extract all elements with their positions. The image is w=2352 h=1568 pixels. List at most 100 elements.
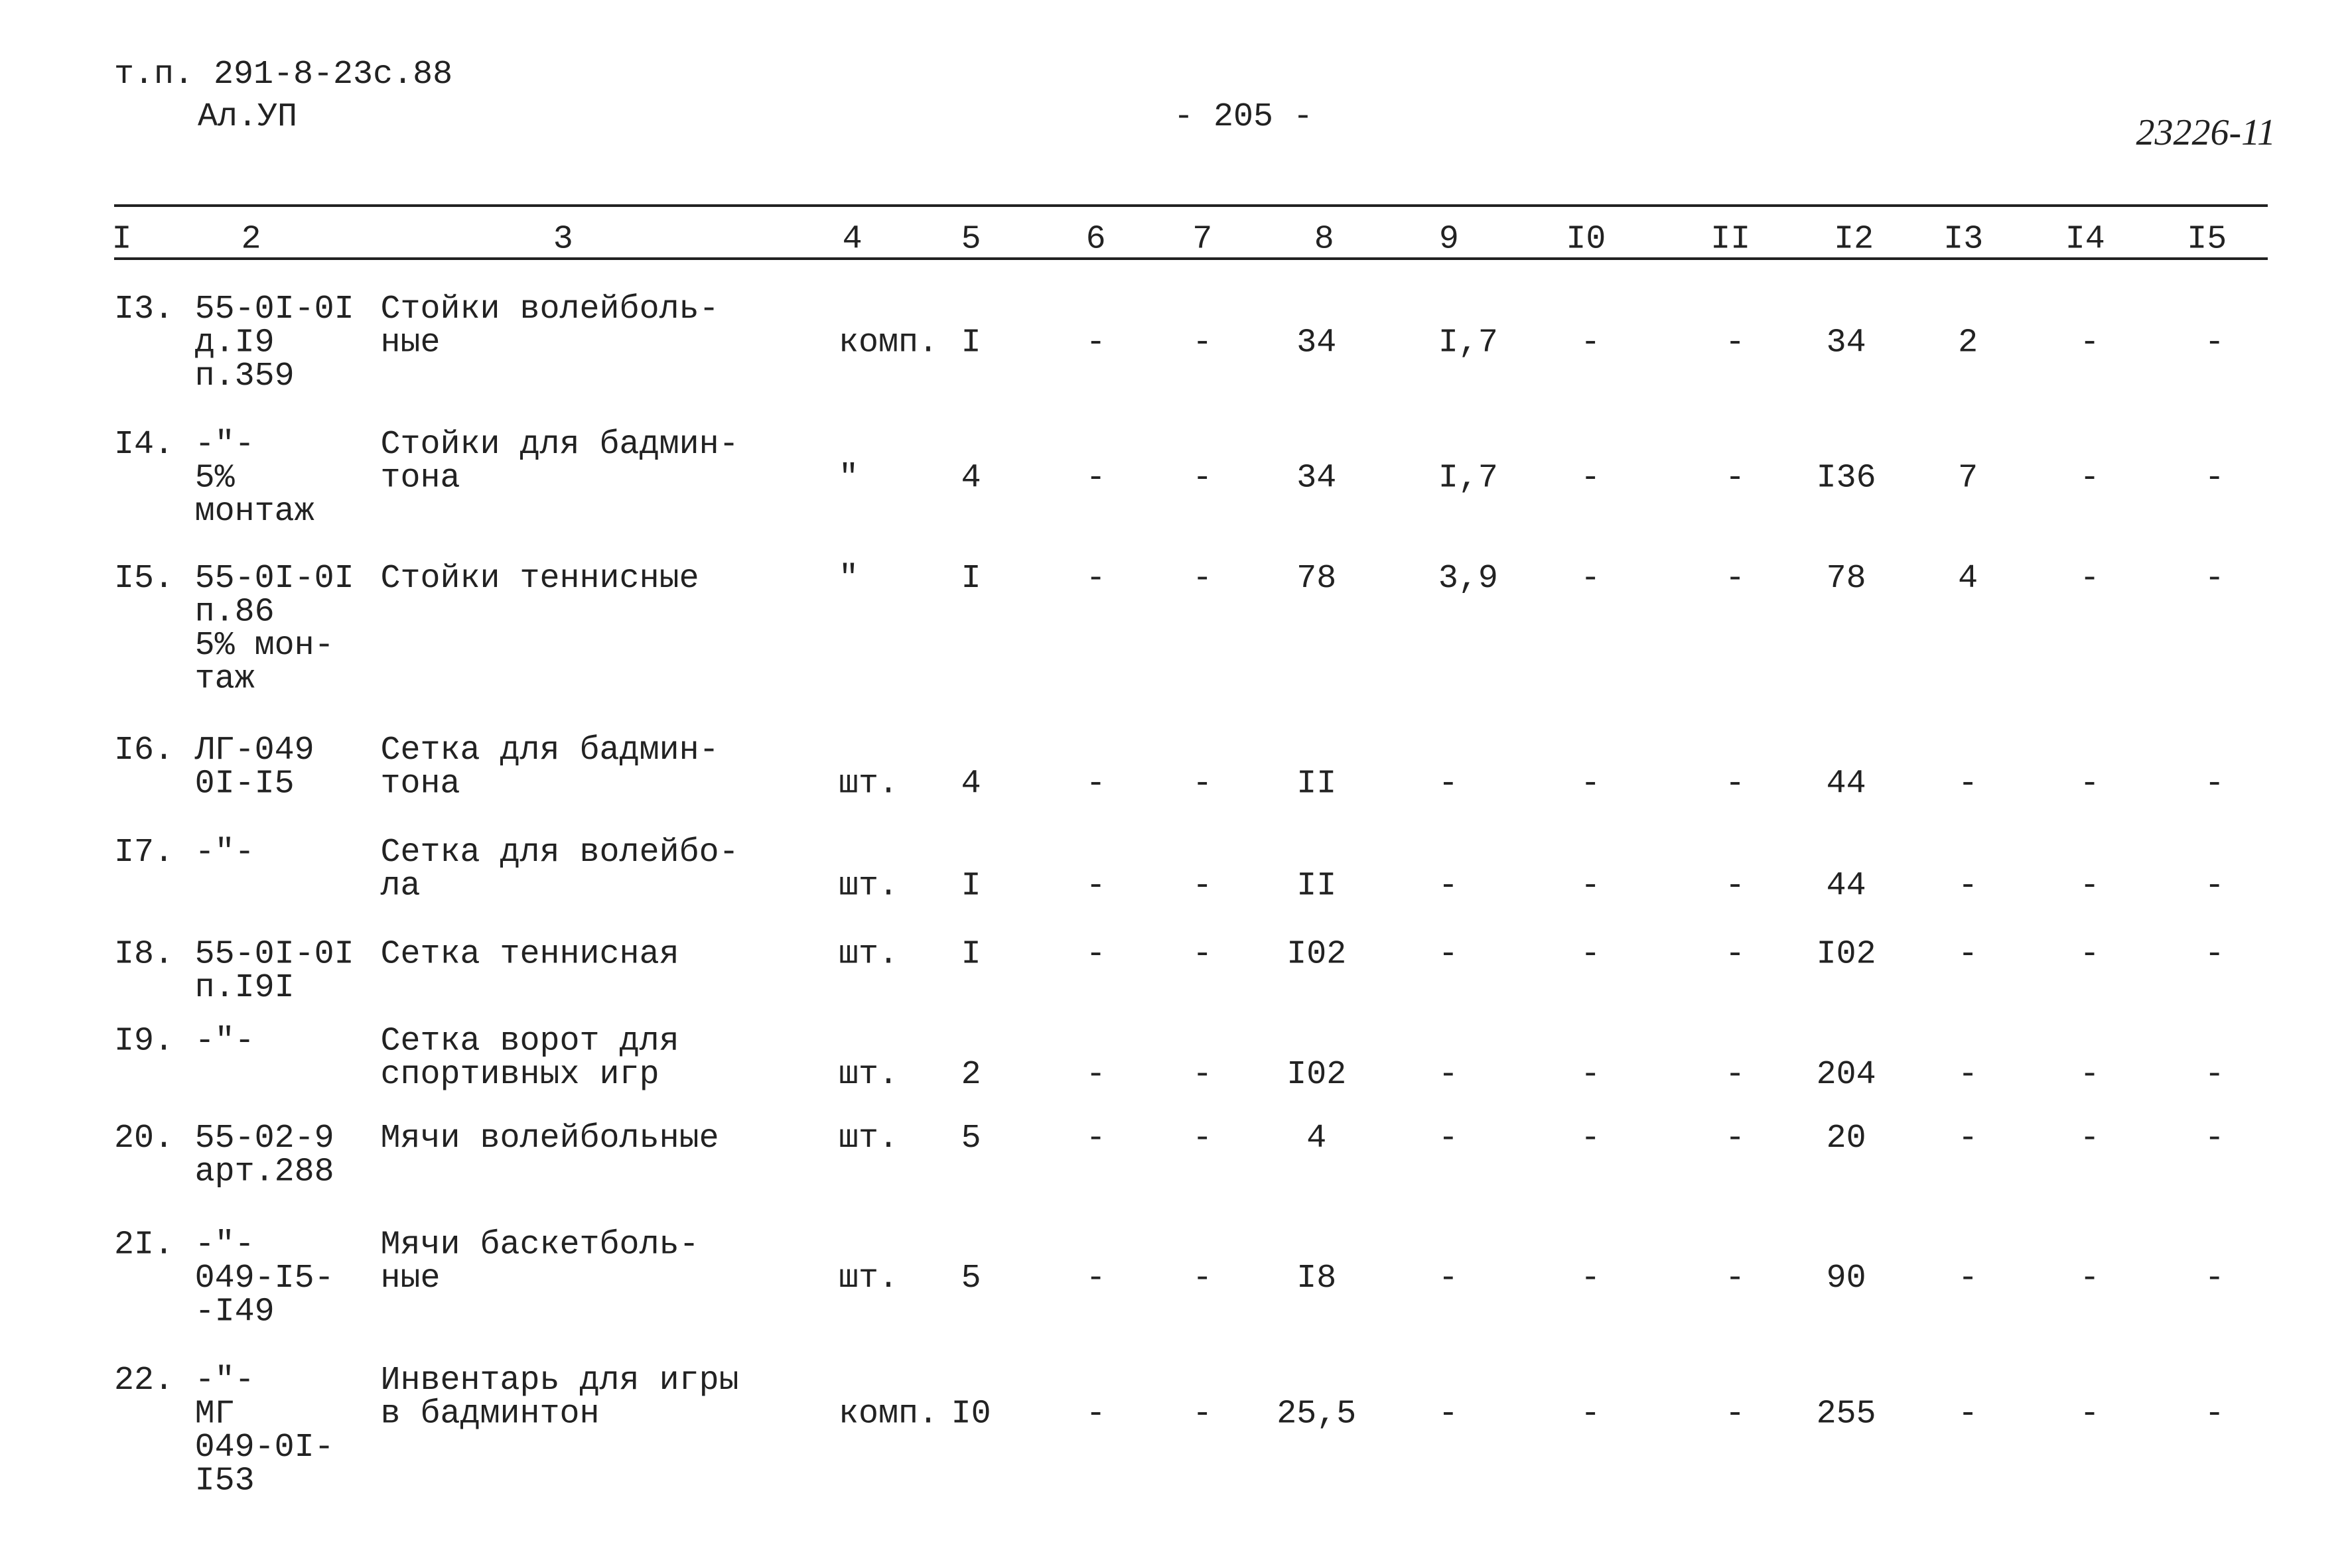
cell: - [2080,765,2100,803]
cell: - [1192,765,1212,803]
cell: I [961,324,981,361]
cell: - [1580,1056,1600,1094]
name-line: Сетка теннисная [381,936,679,974]
cell: - [1580,867,1600,905]
cell: - [1086,460,1106,497]
cell: 5 [961,1260,981,1297]
cell: - [2205,460,2225,497]
cell: 4 [961,765,981,803]
column-header: 7 [1192,220,1212,258]
reference-line: п.86 [195,593,275,631]
cell: - [1725,560,1745,598]
cell: 90 [1827,1260,1866,1297]
column-header: I3 [1943,220,1983,258]
cell: комп. [839,324,938,361]
column-header: 9 [1439,220,1459,258]
cell: - [2205,867,2225,905]
column-header: I2 [1834,220,1874,258]
cell: - [1192,324,1212,361]
cell: I [961,867,981,905]
row-number: 2I. [114,1226,174,1264]
cell: 4 [1306,1120,1326,1157]
cell: I,7 [1438,460,1498,497]
reference-line: 5% [195,460,236,497]
cell: - [1725,460,1745,497]
column-header: 5 [961,220,981,258]
cell: 34 [1827,324,1866,361]
cell: " [839,460,859,497]
cell: 7 [1958,460,1978,497]
cell: - [2080,1056,2100,1094]
name-line: в бадминтон [381,1395,600,1433]
cell: шт. [839,867,898,905]
reference-line: арт.288 [195,1153,334,1191]
reference-line: -"- [195,1022,255,1060]
name-line: Стойки теннисные [381,560,699,598]
cell: - [1958,1395,1978,1433]
row-number: I7. [114,834,174,872]
cell: - [1438,1395,1458,1433]
cell: - [1192,936,1212,974]
cell: - [1086,1395,1106,1433]
column-header: II [1710,220,1750,258]
name-line: тона [381,460,460,497]
cell: 3,9 [1438,560,1498,598]
row-number: I9. [114,1022,174,1060]
cell: - [1580,936,1600,974]
reference-line: I53 [195,1462,255,1500]
cell: I02 [1286,936,1346,974]
column-header: 4 [843,220,863,258]
cell: - [1725,765,1745,803]
cell: - [1580,765,1600,803]
cell: 255 [1817,1395,1876,1433]
cell: - [1086,1120,1106,1157]
cell: - [2205,324,2225,361]
column-header: 2 [242,220,261,258]
cell: - [1192,460,1212,497]
cell: I8 [1296,1260,1336,1297]
cell: 44 [1827,765,1866,803]
reference-line: монтаж [195,493,314,531]
cell: - [1958,1056,1978,1094]
cell: II [1296,867,1336,905]
page-number: - 205 - [1174,98,1313,136]
doc-code: т.п. 291-8-23с.88 [114,56,452,94]
reference-line: 55-02-9 [195,1120,334,1157]
cell: I,7 [1438,324,1498,361]
cell: - [2080,460,2100,497]
row-number: I6. [114,732,174,769]
row-number: I5. [114,560,174,598]
cell: шт. [839,1056,898,1094]
reference-line: -"- [195,426,255,464]
cell: шт. [839,1260,898,1297]
cell: - [1086,867,1106,905]
cell: - [1192,867,1212,905]
cell: - [1192,560,1212,598]
reference-line: п.359 [195,358,295,395]
cell: - [1192,1056,1212,1094]
cell: - [1580,1120,1600,1157]
row-number: I3. [114,291,174,328]
reference-line: 55-0I-0I [195,291,354,328]
reference-line: -"- [195,1362,255,1400]
cell: - [1958,936,1978,974]
cell: - [1725,867,1745,905]
cell: II [1296,765,1336,803]
cell: 34 [1296,324,1336,361]
name-line: спортивных игр [381,1056,659,1094]
cell: - [1580,1395,1600,1433]
cell: " [839,560,859,598]
row-number: 20. [114,1120,174,1157]
cell: 5 [961,1120,981,1157]
cell: I02 [1286,1056,1346,1094]
cell: 34 [1296,460,1336,497]
cell: - [2205,560,2225,598]
cell: - [1725,1395,1745,1433]
cell: - [1958,1260,1978,1297]
cell: 4 [961,460,981,497]
row-number: I4. [114,426,174,464]
reference-line: 5% мон- [195,627,334,665]
name-line: Мячи баскетболь- [381,1226,699,1264]
cell: - [1580,1260,1600,1297]
